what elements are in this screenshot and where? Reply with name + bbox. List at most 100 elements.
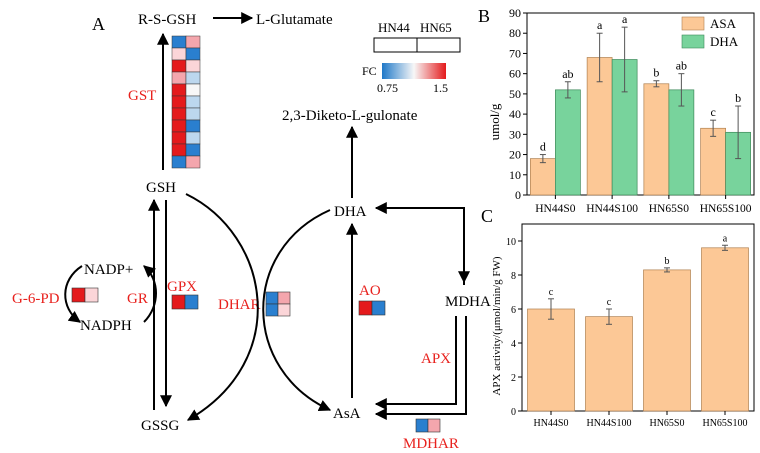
y-tick-label: 80 [509, 26, 521, 40]
g6pd-heatmap-cell [84, 287, 99, 303]
legend-col2: HN65 [420, 20, 452, 35]
legend-label-dha: DHA [710, 34, 739, 49]
enzyme-apx: APX [421, 351, 451, 367]
arrow-gsh-to-gssg-dhar [185, 193, 259, 421]
x-tick-label: HN44S0 [533, 418, 568, 429]
g6pd-heatmap-cell [71, 287, 86, 303]
fc-legend: HN44 HN65 FC 0.75 1.5 [362, 20, 461, 95]
metabolite-nadp: NADP+ [84, 262, 133, 278]
legend-swatch-dha [681, 34, 705, 49]
y-tick-label: 50 [509, 87, 521, 101]
gst-heatmap-cell [171, 119, 187, 133]
y-tick-label: 0 [511, 407, 516, 418]
y-tick-label: 60 [509, 67, 521, 81]
arrow-nadp-nadph [64, 265, 83, 323]
bar-value [527, 308, 575, 412]
gst-heatmap-cell [171, 83, 187, 97]
y-tick-label: 10 [506, 237, 516, 248]
arrow-mdha-dha [374, 202, 465, 285]
enzyme-mdhar: MDHAR [403, 436, 459, 452]
g6pd-heatmap [71, 287, 99, 303]
y-tick-label: 40 [509, 107, 521, 121]
enzyme-ao: AO [359, 283, 381, 299]
legend-col1: HN44 [378, 20, 410, 35]
arrow-mdha-asa-2 [374, 316, 467, 420]
pathway-arrows [64, 12, 470, 421]
significance-letter: b [653, 66, 659, 80]
gpx-heatmap-cell [171, 294, 186, 310]
significance-letter: c [607, 297, 612, 308]
y-tick-label: 20 [509, 148, 521, 162]
x-tick-label: HN65S100 [700, 203, 752, 215]
chart-c-ylabel: APX activity/(μmol/min/g FW) [491, 256, 503, 395]
gst-heatmap-cell [171, 71, 187, 85]
ao-heatmap-cell [358, 300, 373, 316]
bar-dha [668, 89, 695, 196]
panel-c: C APX activity/(μmol/min/g FW) 0 2 4 6 8 10 c c… [481, 206, 755, 429]
significance-letter: c [710, 105, 715, 119]
bar-value [643, 269, 691, 412]
y-tick-label: 70 [509, 46, 521, 60]
metabolite-mdha: MDHA [445, 294, 491, 310]
mdhar-heatmap [415, 418, 441, 433]
x-tick-label: HN65S100 [702, 418, 747, 429]
significance-letter: b [665, 256, 670, 267]
y-tick-label: 90 [509, 6, 521, 20]
mdhar-heatmap-cell [415, 418, 429, 433]
panel-b: B umol/g 0102030405060708090dabcabaabbHN… [478, 6, 755, 215]
panel-b-label: B [478, 6, 490, 26]
chart-b-ylabel: umol/g [487, 103, 502, 140]
arrow-dha-to-asa [262, 209, 332, 411]
gst-heatmap-cell [185, 59, 201, 73]
gst-heatmap-cell [185, 83, 201, 97]
panel-c-label: C [481, 206, 493, 226]
y-tick-label: 6 [511, 305, 516, 316]
y-tick-label: 4 [511, 339, 516, 350]
gst-heatmap-cell [185, 35, 201, 49]
significance-letter: a [597, 18, 603, 32]
enzyme-dhar: DHAR [218, 297, 261, 313]
significance-letter: ab [676, 59, 687, 73]
bar-value [585, 316, 633, 412]
metabolite-asa: AsA [333, 406, 361, 422]
dhar-heatmap-cell [265, 303, 279, 317]
chart-frame [521, 223, 755, 412]
gst-heatmap-cell [185, 71, 201, 85]
dhar-heatmap-cell [265, 291, 279, 305]
y-tick-label: 10 [509, 168, 521, 182]
enzyme-gr: GR [127, 291, 148, 307]
gst-heatmap-cell [171, 155, 187, 169]
x-tick-label: HN44S0 [535, 203, 576, 215]
x-tick-label: HN44S100 [586, 418, 631, 429]
bar-dha [555, 89, 581, 196]
x-tick-label: HN44S100 [586, 203, 638, 215]
y-tick-label: 8 [511, 271, 516, 282]
legend-max: 1.5 [433, 81, 448, 95]
gpx-heatmap-cell [184, 294, 199, 310]
gst-heatmap-cell [171, 143, 187, 157]
significance-letter: a [723, 233, 728, 244]
y-tick-label: 30 [509, 127, 521, 141]
legend-min: 0.75 [377, 81, 398, 95]
legend-colorbar [382, 63, 446, 79]
bar-asa [530, 158, 556, 196]
chart-b-legend: ASA DHA [681, 16, 739, 49]
gst-heatmap-cell [171, 59, 187, 73]
mdhar-heatmap-cell [427, 418, 441, 433]
x-tick-label: HN65S0 [649, 203, 690, 215]
significance-letter: d [540, 140, 546, 154]
y-tick-label: 2 [511, 373, 516, 384]
significance-letter: a [622, 12, 628, 26]
gst-heatmap-cell [171, 95, 187, 109]
metabolite-nadph: NADPH [80, 318, 132, 334]
legend-fc-label: FC [362, 64, 377, 78]
gst-heatmap-cell [171, 35, 187, 49]
gst-heatmap-cell [171, 107, 187, 121]
legend-label-asa: ASA [710, 16, 737, 31]
dhar-heatmap [265, 291, 291, 317]
panel-a-label: A [92, 14, 105, 34]
gst-heatmap-cell [185, 95, 201, 109]
metabolite-gsh: GSH [146, 180, 176, 196]
